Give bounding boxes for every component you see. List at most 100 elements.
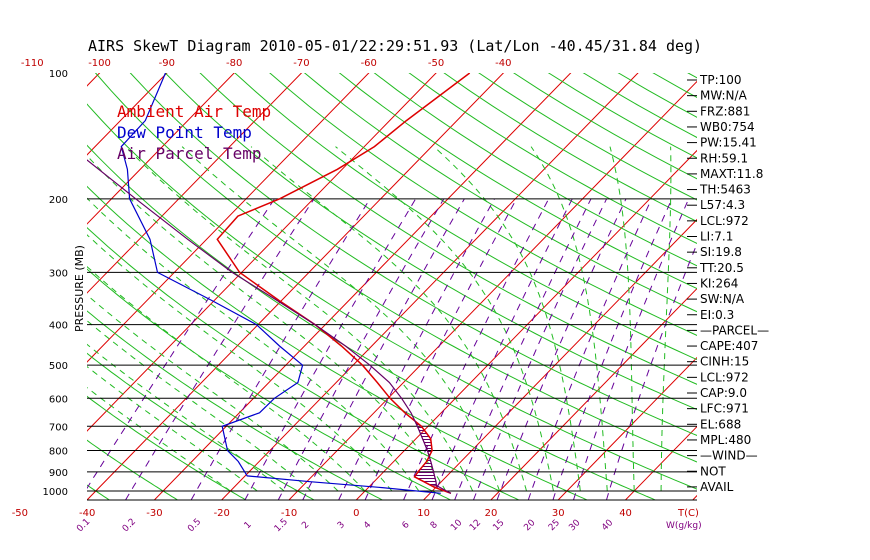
dry-adiabat-line [687, 73, 697, 79]
mixing-ratio-tick-label: 40 [600, 518, 615, 533]
bottom-temp-tick-label: -30 [146, 508, 162, 519]
isotherm-line [87, 73, 168, 156]
mixing-ratio-line [87, 198, 276, 490]
moist-adiabat-line [125, 146, 474, 492]
dry-adiabat-line [443, 73, 697, 223]
mixing-ratio-line [190, 198, 371, 500]
dry-adiabat-line [87, 310, 383, 500]
pressure-tick-label: 100 [49, 69, 68, 80]
dry-adiabat-line [269, 73, 697, 336]
mixing-ratio-line [302, 198, 465, 500]
moist-adiabat-line [87, 365, 258, 492]
mixing-ratio-line [403, 198, 550, 500]
mixing-ratio-line [454, 198, 592, 500]
bottom-temp-tick-label: -40 [79, 508, 95, 519]
mixing-ratio-line [573, 198, 690, 500]
sounding-index-entry: TP:100 [699, 73, 742, 87]
chart-title: AIRS SkewT Diagram 2010-05-01/22:29:51.9… [88, 37, 702, 55]
sounding-index-entry: TT:20.5 [699, 261, 744, 275]
sounding-index-entry: CINH:15 [700, 355, 749, 369]
isotherm-line [221, 73, 639, 500]
pressure-tick-label: 200 [49, 195, 68, 206]
dry-adiabat-line [87, 268, 451, 500]
mixing-ratio-tick-label: 3 [336, 520, 347, 531]
dry-adiabat-line [338, 73, 697, 290]
bottom-temp-tick-label: 10 [417, 508, 430, 519]
isotherm-line [557, 356, 697, 500]
sounding-index-entry: PW:15.41 [700, 136, 757, 150]
legend-ambient-air-temp: Ambient Air Temp [117, 102, 271, 121]
ambient-air-temp-line [216, 73, 471, 495]
mixing-ratio-line [606, 242, 697, 500]
mixing-ratio-tick-label: 20 [522, 518, 537, 533]
top-temp-tick-label: -110 [21, 58, 44, 69]
sounding-index-entry: KI:264 [700, 276, 738, 290]
mixing-ratio-tick-label: 0.1 [75, 517, 92, 534]
dry-adiabat-line [87, 226, 519, 500]
isotherm-line [87, 73, 437, 432]
sounding-index-entry: MPL:480 [700, 433, 751, 447]
pressure-tick-label: 900 [49, 468, 68, 479]
pressure-tick-label: 300 [49, 268, 68, 279]
mixing-ratio-line [244, 198, 417, 500]
top-temp-tick-label: -50 [428, 58, 444, 69]
top-temp-tick-label: -80 [226, 58, 242, 69]
axis-labels: -120-110-100-90-80-70-60-50-40-50-40-30-… [12, 58, 702, 534]
isobar-lines: 100 200 300 400 500 600 700 800 900 1000 [43, 69, 697, 501]
mixing-ratio-tick-label: 10 [449, 518, 464, 533]
isotherm-line [356, 149, 697, 500]
top-temp-tick-label: -70 [293, 58, 309, 69]
moist-adiabat-line [660, 146, 672, 491]
dry-adiabat-line [87, 439, 178, 500]
mixing-ratio-tick-label: 8 [429, 520, 440, 531]
isotherm-line [87, 73, 505, 500]
sounding-index-entry: LI:7.1 [700, 230, 733, 244]
bottom-temp-tick-label: -20 [214, 508, 230, 519]
dew-point-temp-line [120, 73, 441, 494]
mixing-ratio-line [496, 198, 627, 500]
mixing-ratio-line [277, 198, 445, 500]
dry-adiabat-line [513, 73, 697, 180]
bottom-temp-tick-label: 0 [353, 508, 359, 519]
sounding-index-entry: —PARCEL— [700, 323, 769, 337]
mixing-ratio-tick-label: 1.5 [273, 517, 290, 534]
sounding-index-entry: LCL:972 [700, 370, 749, 384]
mixing-ratio-line [527, 198, 653, 500]
sounding-index-entry: SW:N/A [700, 292, 745, 306]
top-temp-tick-label: -90 [159, 58, 175, 69]
profile-lines [87, 73, 471, 495]
mixing-ratio-line [431, 198, 573, 500]
bottom-temp-tick-label: -50 [12, 508, 28, 519]
temperature-unit-label: T(C) [677, 508, 699, 519]
isotherm-line [87, 73, 370, 363]
moist-adiabat-line [87, 386, 231, 492]
bottom-temp-tick-label: 30 [552, 508, 565, 519]
moist-adiabat-line [87, 197, 420, 492]
dry-adiabat-line [199, 73, 697, 385]
pressure-tick-label: 400 [49, 321, 68, 332]
pressure-tick-label: 800 [49, 446, 68, 457]
mixing-ratio-line [338, 198, 495, 500]
sounding-index-entry: EL:688 [700, 417, 741, 431]
mixing-ratio-tick-label: 0.5 [186, 517, 203, 534]
legend-air-parcel-temp: Air Parcel Temp [117, 144, 262, 163]
dry-adiabat-line [87, 352, 315, 500]
sounding-index-entry: TH:5463 [699, 183, 751, 197]
dry-adiabat-line [94, 73, 697, 463]
sounding-index-entry: AVAIL [700, 480, 734, 494]
dry-adiabat-line [87, 395, 246, 500]
dry-adiabat-line [164, 73, 697, 411]
legend-dew-point-temp: Dew Point Temp [117, 123, 252, 142]
mixing-ratio-tick-label: 30 [567, 518, 582, 533]
isotherm-line [423, 218, 697, 500]
dry-adiabat-line [373, 73, 697, 267]
mixing-ratio-line [552, 198, 673, 500]
top-temp-tick-label: -40 [495, 58, 511, 69]
moist-adiabat-line [87, 265, 366, 492]
dry-adiabat-line [303, 73, 697, 313]
sounding-index-entry: L57:4.3 [700, 198, 745, 212]
mixing-ratio-tick-label: 2 [300, 520, 311, 531]
sounding-index-entry: MW:N/A [700, 89, 748, 103]
